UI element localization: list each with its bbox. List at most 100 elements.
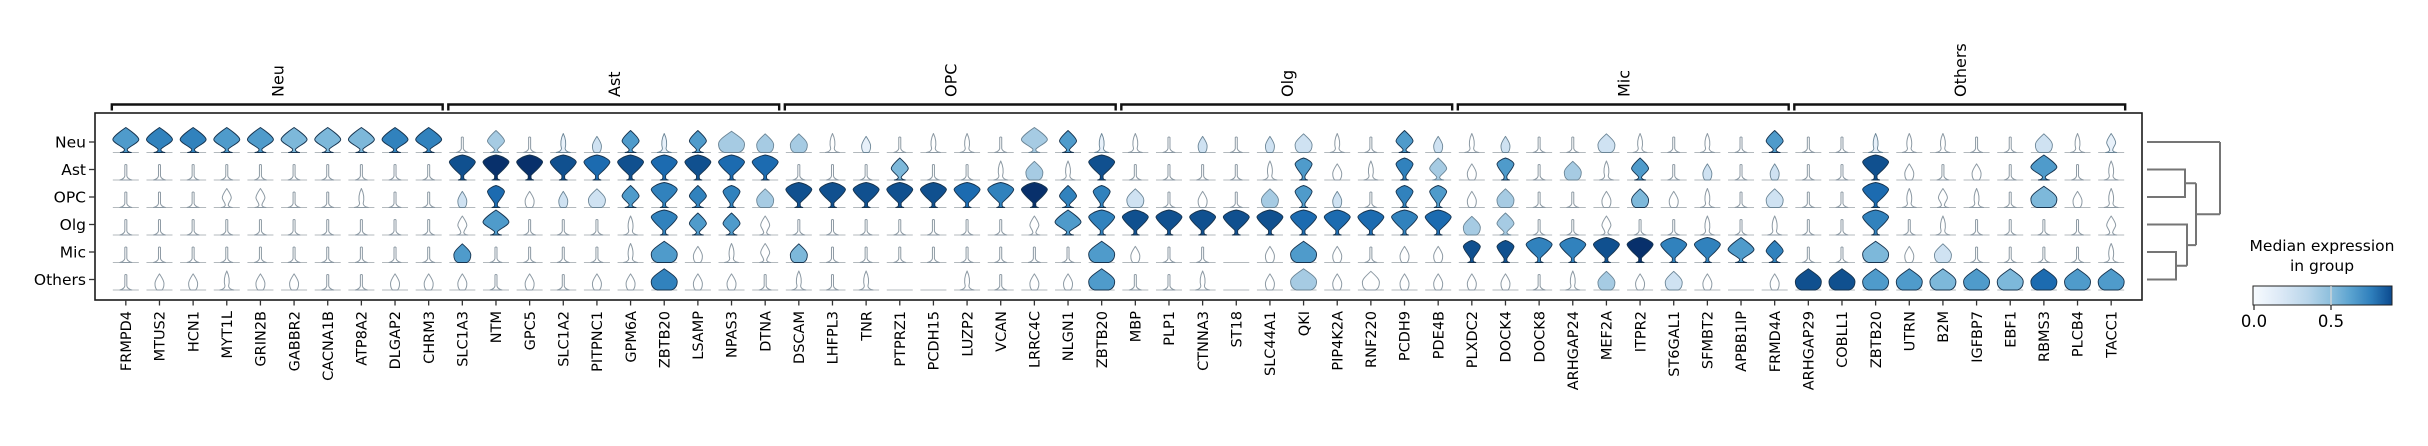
- violin-cell: [1597, 133, 1616, 153]
- gene-label: FRMPD4: [119, 311, 135, 371]
- gene-label: LUZP2: [960, 311, 976, 357]
- violin-cell: [688, 130, 707, 153]
- group-label: Ast: [605, 71, 624, 97]
- violin-cell: [1088, 154, 1116, 181]
- violin-cell: [852, 182, 880, 208]
- violin-cell: [1195, 270, 1211, 291]
- violin-grid: [112, 127, 2125, 291]
- violin-cell: [718, 130, 745, 153]
- violin-cell: [2103, 188, 2119, 208]
- violin-cell: [1500, 273, 1511, 291]
- violin-cell: [825, 246, 839, 263]
- violin-cell: [1936, 164, 1950, 181]
- violin-cell: [959, 270, 975, 291]
- violin-cell: [1197, 190, 1208, 208]
- violin-cell: [1189, 209, 1217, 236]
- violin-cell: [1363, 160, 1379, 181]
- violin-cell: [656, 133, 672, 153]
- violin-cell: [524, 273, 535, 291]
- violin-cell: [1632, 133, 1648, 153]
- violin-cell: [2064, 268, 2091, 291]
- violin-cell: [280, 127, 308, 153]
- group-label: OPC: [941, 64, 960, 97]
- violin-cell: [2037, 219, 2051, 236]
- violin-cell: [219, 270, 235, 291]
- gene-label: GPM6A: [624, 311, 640, 363]
- gene-label: DSCAM: [792, 311, 808, 364]
- violin-cell: [1028, 215, 1041, 236]
- violin-cell: [455, 136, 469, 153]
- violin-cell: [1262, 160, 1278, 181]
- violin-cell: [1162, 191, 1176, 208]
- violin-cell: [314, 127, 342, 153]
- violin-cell: [1667, 136, 1681, 153]
- violin-cell: [1901, 133, 1917, 153]
- violin-cell: [186, 191, 200, 208]
- violin-cell: [1631, 188, 1650, 208]
- violin-cell: [1162, 246, 1176, 263]
- violin-cell: [756, 188, 775, 208]
- violin-cell: [1598, 160, 1614, 181]
- gene-label: ATP8A2: [355, 311, 371, 366]
- gene-label: DOCK4: [1499, 311, 1515, 362]
- violin-cell: [1801, 136, 1815, 153]
- gene-label: ST6GAL1: [1667, 311, 1683, 377]
- violin-cell: [1126, 188, 1145, 208]
- violin-cell: [1162, 164, 1176, 181]
- violin-cell: [2105, 215, 2118, 236]
- violin-cell: [152, 219, 166, 236]
- violin-cell: [556, 219, 570, 236]
- violin-cell: [287, 219, 301, 236]
- violin-cell: [354, 274, 368, 291]
- violin-cell: [2105, 133, 2118, 153]
- violin-cell: [859, 219, 873, 236]
- gene-label: FRMD4A: [1768, 311, 1784, 372]
- violin-cell: [2103, 243, 2119, 263]
- violin-cell: [1027, 246, 1041, 263]
- violin-cell: [758, 274, 772, 291]
- violin-cell: [487, 130, 505, 153]
- gene-label: NLGN1: [1061, 311, 1077, 361]
- violin-cell: [1332, 273, 1343, 291]
- violin-cell: [1466, 273, 1477, 291]
- violin-cell: [825, 274, 839, 291]
- violin-cell: [859, 164, 873, 181]
- gene-label: PLP1: [1162, 311, 1178, 346]
- violin-cell: [861, 135, 872, 153]
- violin-cell: [1020, 127, 1048, 153]
- gene-label: LHFPL3: [826, 311, 842, 364]
- violin-cell: [1667, 164, 1681, 181]
- violin-cell: [1466, 190, 1477, 208]
- violin-cell: [993, 160, 1009, 181]
- violin-cell: [1061, 246, 1075, 263]
- violin-cell: [791, 270, 807, 291]
- violin-cell: [146, 127, 173, 153]
- violin-cell: [1196, 164, 1210, 181]
- violin-cell: [1769, 273, 1780, 291]
- violin-cell: [2071, 164, 2085, 181]
- violin-cell: [381, 127, 409, 153]
- violin-cell: [1933, 243, 1952, 263]
- violin-cell: [1633, 219, 1647, 236]
- violin-cell: [1391, 209, 1418, 236]
- violin-cell: [119, 191, 133, 208]
- violin-cell: [1904, 245, 1915, 263]
- violin-cell: [390, 273, 401, 291]
- dendrogram: [2147, 141, 2221, 281]
- violin-cell: [1433, 135, 1444, 153]
- violin-cell: [1260, 188, 1279, 208]
- violin-cell: [1361, 270, 1380, 291]
- violin-cell: [2030, 268, 2058, 291]
- violin-cell: [1323, 209, 1351, 236]
- group-bracket: [110, 103, 444, 111]
- violin-cell: [1395, 185, 1414, 208]
- violin-cell: [925, 133, 941, 153]
- violin-cell: [590, 246, 604, 263]
- violin-cell: [650, 182, 678, 208]
- violin-cell: [1862, 268, 1890, 291]
- gene-label: MBP: [1129, 311, 1145, 342]
- violin-cell: [1835, 191, 1849, 208]
- violin-cell: [354, 164, 368, 181]
- gene-label: PCDH9: [1398, 311, 1414, 361]
